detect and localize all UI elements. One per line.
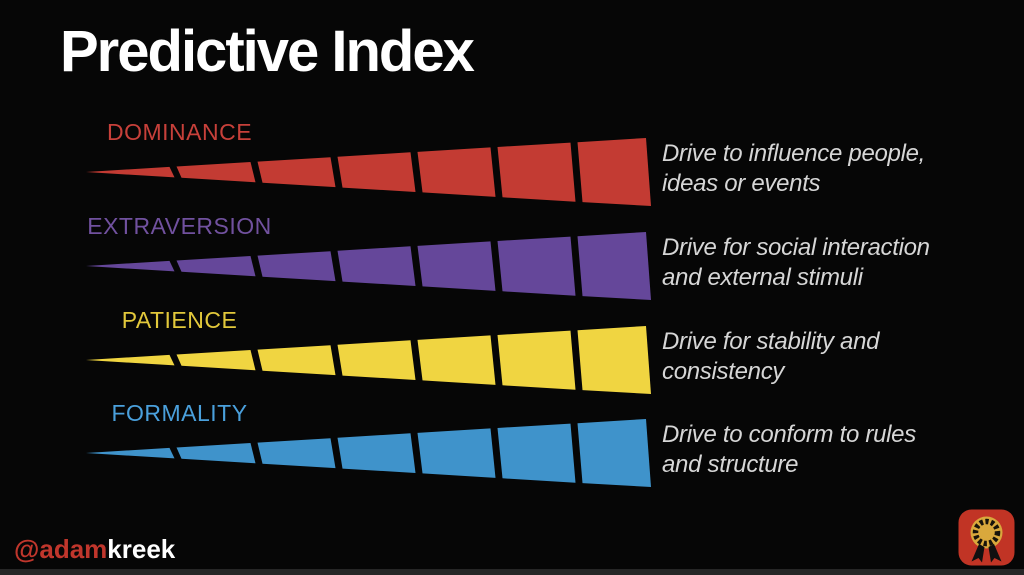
wedge-segment (176, 443, 256, 464)
patience-wedge (86, 326, 651, 394)
desc-line: consistency (662, 358, 785, 385)
desc-line: and structure (662, 451, 799, 478)
handle-suffix: kreek (107, 534, 176, 564)
wedge-segment (577, 326, 651, 394)
wedge-segment (337, 340, 416, 380)
wedge-segment (417, 428, 496, 478)
wedge-segment (257, 157, 336, 188)
row-desc-dominance: Drive to influence people, ideas or even… (662, 139, 925, 199)
wedge-segment (497, 236, 576, 296)
row-label-formality: FORMALITY (111, 400, 248, 426)
row-desc-patience: Drive for stability and consistency (662, 327, 879, 387)
wedge-segment (257, 345, 336, 376)
wedge-segment (176, 256, 256, 277)
medal-logo-icon (958, 509, 1015, 566)
formality-wedge (86, 419, 651, 487)
desc-line: and external stimuli (662, 264, 863, 291)
wedge-segment (86, 166, 175, 178)
wedge-segment (86, 354, 175, 366)
ribbon-left (971, 544, 985, 563)
wedge-segment (257, 251, 336, 282)
wedge-segment (577, 138, 651, 206)
desc-line: ideas or events (662, 170, 821, 197)
wedge-segment (337, 152, 416, 192)
desc-line: Drive to influence people, (662, 140, 926, 167)
desc-line: Drive for social interaction (662, 234, 930, 261)
ribbon-right (988, 544, 1002, 563)
wedge-segment (497, 423, 576, 483)
row-patience: PATIENCE Drive for stability and consist… (0, 307, 1024, 396)
wedge-segment (86, 447, 175, 459)
laurel-wreath-icon (972, 518, 1001, 547)
row-label-patience: PATIENCE (121, 307, 238, 333)
wedge-segment (176, 350, 256, 371)
wedge-segment (257, 438, 336, 469)
wedge-segment (497, 142, 576, 202)
wedge-segment (417, 147, 496, 197)
wedge-segment (577, 419, 651, 487)
row-label-extraversion: EXTRAVERSION (87, 213, 272, 239)
wedge-segment (337, 433, 416, 473)
author-handle: @adamkreek (14, 534, 175, 565)
row-dominance: DOMINANCE Drive to influence people, ide… (0, 119, 1024, 208)
wedge-segment (417, 241, 496, 291)
bottom-bar (0, 569, 1024, 575)
desc-line: Drive to conform to rules (662, 421, 916, 448)
row-desc-formality: Drive to conform to rules and structure (662, 420, 916, 480)
row-extraversion: EXTRAVERSION Drive for social interactio… (0, 213, 1024, 302)
wedge-segment (417, 335, 496, 385)
row-desc-extraversion: Drive for social interaction and externa… (662, 233, 930, 293)
row-formality: FORMALITY Drive to conform to rules and … (0, 400, 1024, 489)
dominance-wedge (86, 138, 651, 206)
wedge-segment (86, 260, 175, 272)
extraversion-wedge (86, 232, 651, 300)
wedge-segment (176, 162, 256, 183)
handle-prefix: @adam (14, 534, 108, 564)
wedge-segment (577, 232, 651, 300)
page-title: Predictive Index (60, 19, 475, 84)
wedge-segment (497, 330, 576, 390)
desc-line: Drive for stability and (662, 328, 880, 355)
wedge-segment (337, 246, 416, 286)
row-label-dominance: DOMINANCE (106, 119, 253, 145)
